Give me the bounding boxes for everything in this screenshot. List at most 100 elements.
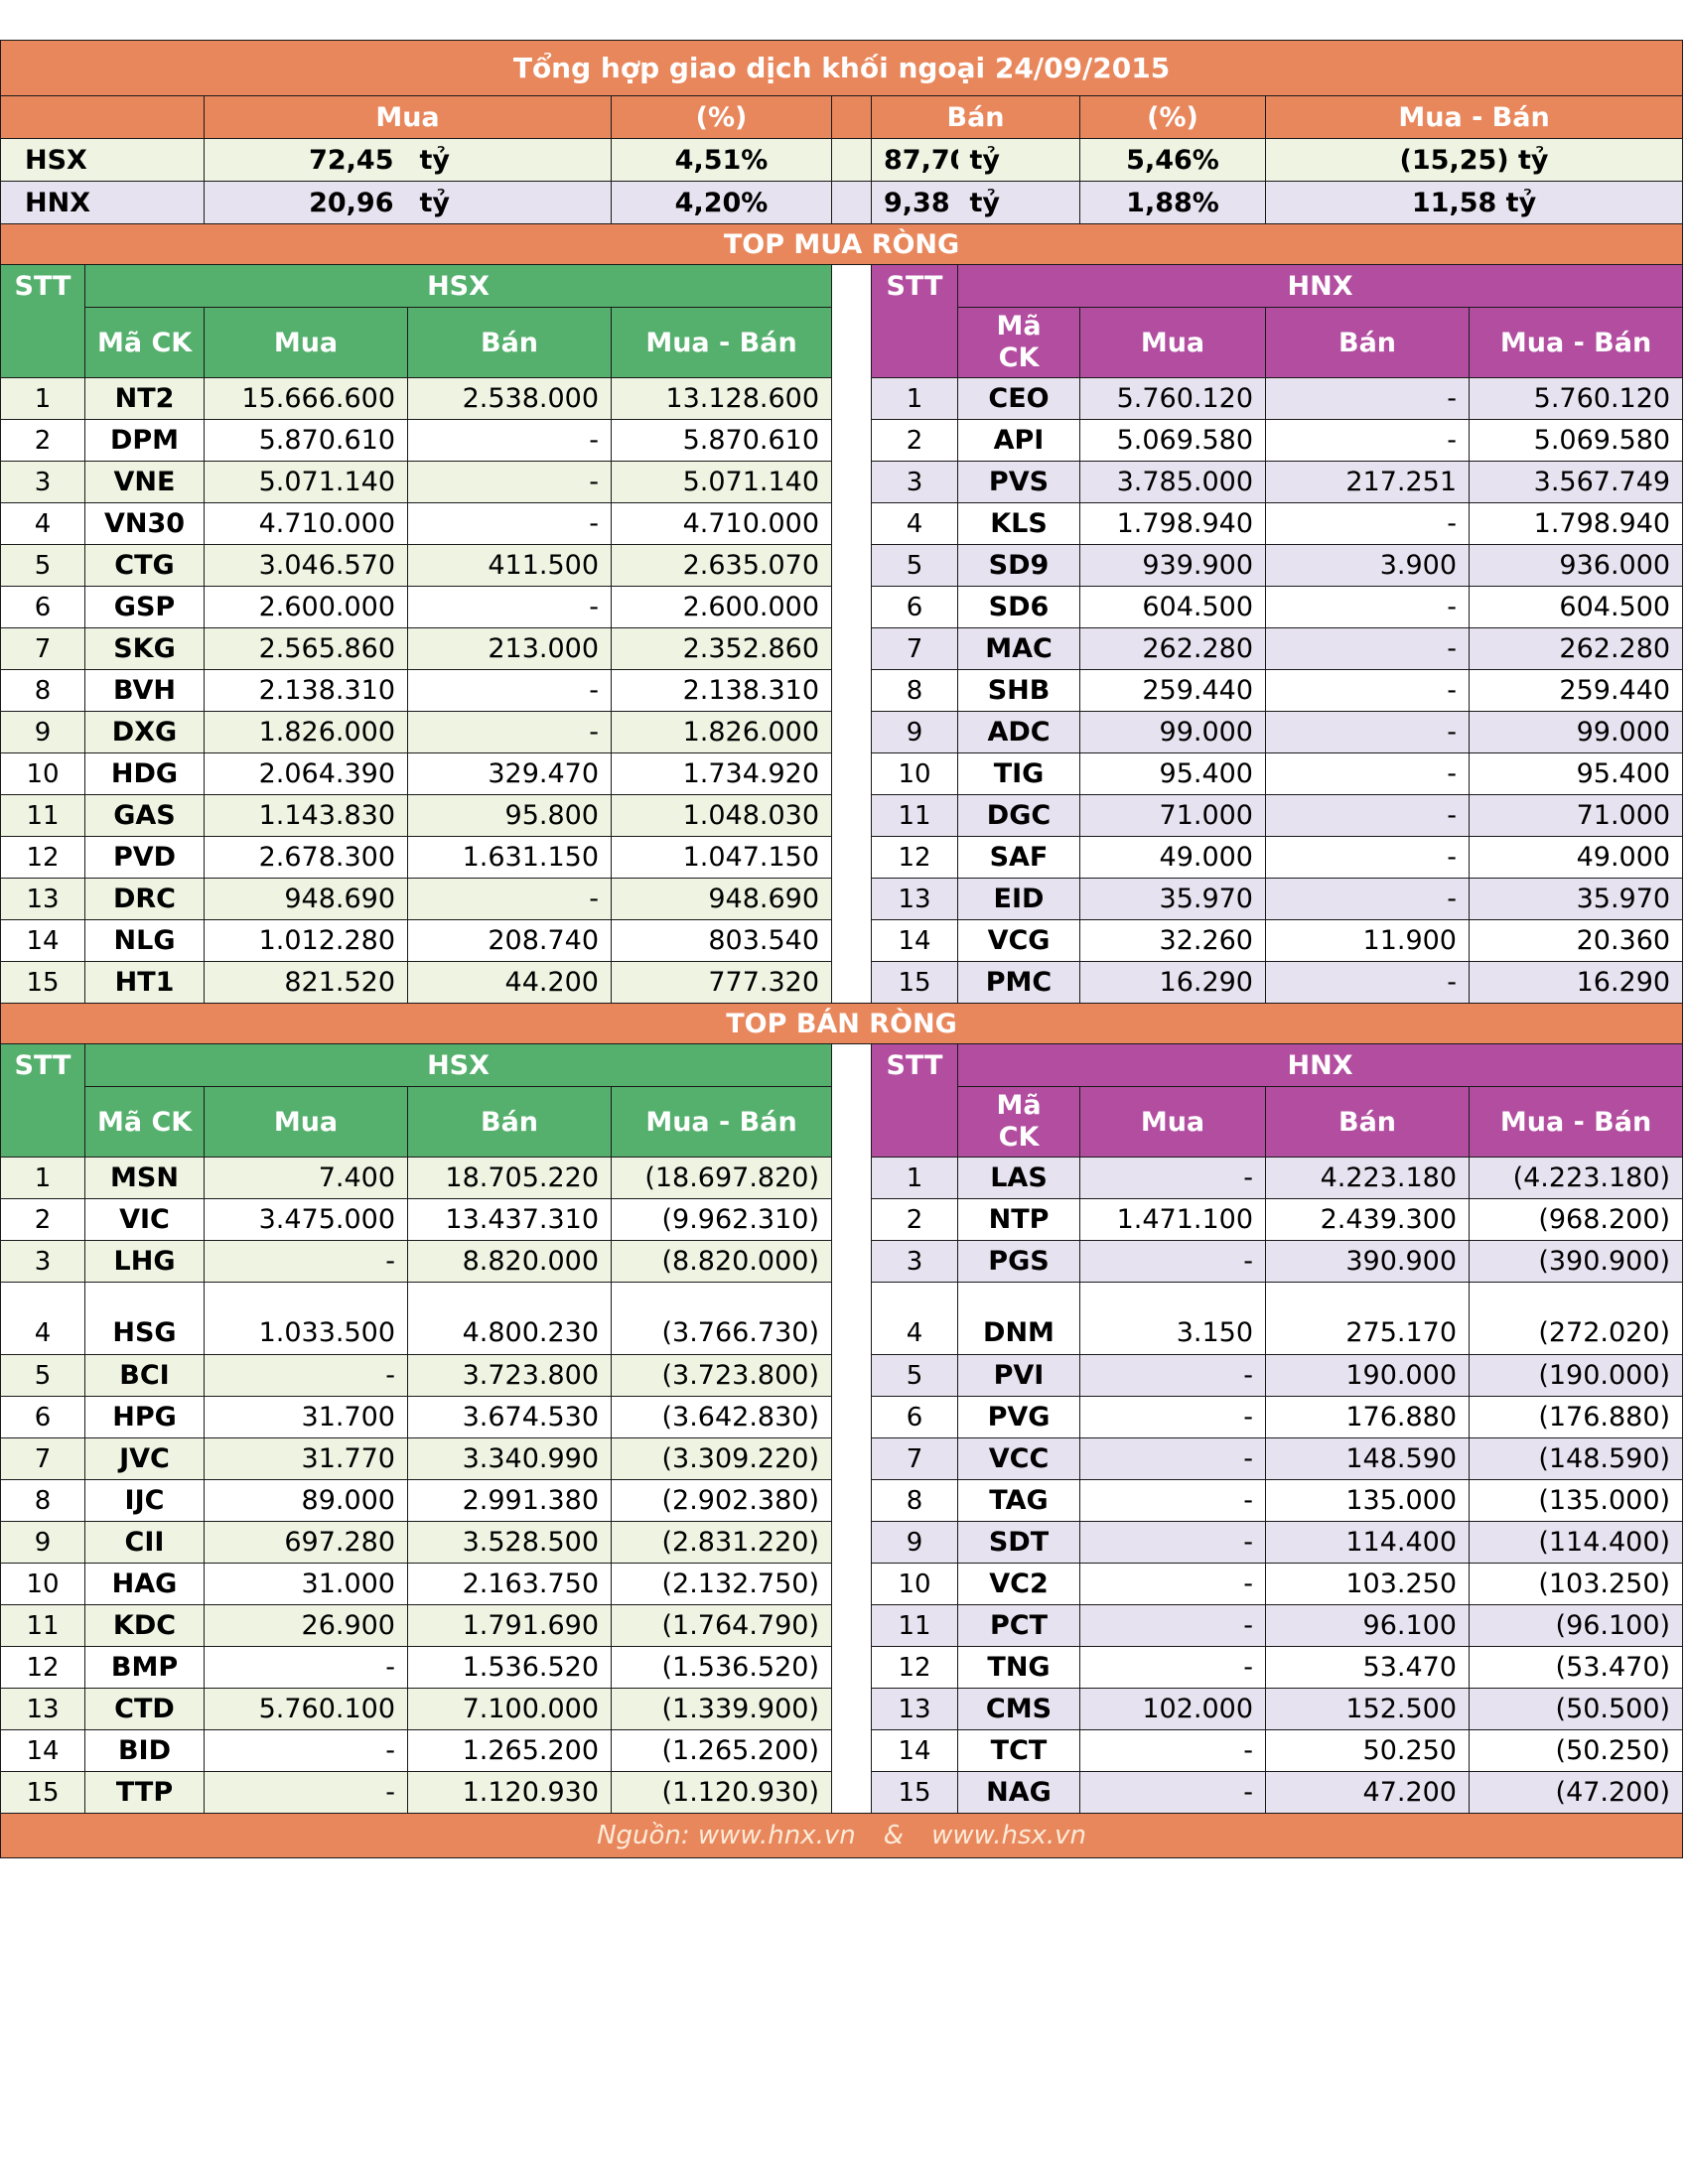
hsx-group-header: HSX <box>84 264 832 308</box>
section-title: TOP BÁN RÒNG <box>0 1003 1684 1044</box>
hsx-stock-code: VNE <box>84 461 205 503</box>
hsx-rank: 10 <box>0 752 85 795</box>
hsx-net-value: 1.047.150 <box>611 836 832 879</box>
column-gap <box>831 461 872 503</box>
hsx-buy-value: 821.520 <box>204 961 408 1004</box>
hnx-buy-value: 939.900 <box>1079 544 1266 587</box>
hnx-sell-value: - <box>1265 502 1470 545</box>
foreign-trading-sheet: Tổng hợp giao dịch khối ngoại 24/09/2015… <box>0 40 1684 1858</box>
hsx-sell-value: 4.800.230 <box>407 1282 612 1355</box>
summary-net: 11,58 tỷ <box>1264 181 1684 224</box>
hnx-buy-value: - <box>1079 1396 1266 1438</box>
hsx-sell-value: 411.500 <box>407 544 612 587</box>
hnx-net-value: (47.200) <box>1468 1771 1684 1814</box>
hnx-sell-value: 11.900 <box>1265 919 1470 962</box>
hsx-net-value: 4.710.000 <box>611 502 832 545</box>
hnx-stock-code: PMC <box>957 961 1080 1004</box>
column-gap <box>831 794 872 837</box>
summary-buy-value: 72,45 <box>204 138 408 182</box>
hnx-stock-code: API <box>957 419 1080 462</box>
hnx-sell-value: - <box>1265 794 1470 837</box>
hsx-stock-code: BVH <box>84 669 205 712</box>
hnx-sell-value: 47.200 <box>1265 1771 1470 1814</box>
hsx-rank: 14 <box>0 919 85 962</box>
hsx-buy-value: - <box>204 1240 408 1283</box>
hsx-stock-code: MSN <box>84 1157 205 1199</box>
hsx-sell-value: 7.100.000 <box>407 1688 612 1730</box>
summary-blank-header <box>0 95 205 139</box>
hsx-buy-value: 2.678.300 <box>204 836 408 879</box>
column-gap <box>831 377 872 420</box>
hnx-buy-value: 604.500 <box>1079 586 1266 628</box>
hnx-buy-value: - <box>1079 1240 1266 1283</box>
hnx-sell-value: 3.900 <box>1265 544 1470 587</box>
hsx-rank: 8 <box>0 1479 85 1522</box>
hsx-rank: 12 <box>0 836 85 879</box>
hsx-net-value: (2.831.220) <box>611 1521 832 1564</box>
summary-row-hnx: HNX 20,96 tỷ 4,20% 9,38 tỷ 1,88% 11,58 t… <box>0 181 1684 224</box>
hnx-sell-value: 135.000 <box>1265 1479 1470 1522</box>
hnx-sell-value: 4.223.180 <box>1265 1157 1470 1199</box>
hsx-buy-value: 3.475.000 <box>204 1198 408 1241</box>
hnx-net-value: 604.500 <box>1468 586 1684 628</box>
hnx-stock-code: PVG <box>957 1396 1080 1438</box>
hnx-stock-code: SD9 <box>957 544 1080 587</box>
hsx-rank: 3 <box>0 461 85 503</box>
table-row: 2 VIC 3.475.000 13.437.310 (9.962.310) 2 NTP 1.… <box>0 1198 1684 1241</box>
table-row: 10 HAG 31.000 2.163.750 (2.132.750) 10 VC2-103… <box>0 1563 1684 1605</box>
summary-sell-pct: 1,88% <box>1079 181 1266 224</box>
table-row: 14 NLG 1.012.280 208.740 803.540 14 VCG 32.260 1… <box>0 919 1684 962</box>
hsx-buy-value: 1.012.280 <box>204 919 408 962</box>
hnx-buy-value: - <box>1079 1563 1266 1605</box>
summary-sell-header: Bán <box>871 95 1080 139</box>
hsx-stock-code: TTP <box>84 1771 205 1814</box>
hnx-sell-value: - <box>1265 961 1470 1004</box>
hsx-rank: 14 <box>0 1729 85 1772</box>
column-gap <box>831 1604 872 1647</box>
hnx-sell-value: 190.000 <box>1265 1354 1470 1397</box>
hsx-code-header: Mã CK <box>84 1086 205 1158</box>
hnx-sell-value: 96.100 <box>1265 1604 1470 1647</box>
source-footer: Nguồn: www.hnx.vn & www.hsx.vn <box>0 1813 1684 1858</box>
hsx-sell-value: 95.800 <box>407 794 612 837</box>
table-row: 6 HPG 31.700 3.674.530 (3.642.830) 6 PVG -176.8… <box>0 1396 1684 1438</box>
hnx-stock-code: SD6 <box>957 586 1080 628</box>
hnx-buy-value: 3.785.000 <box>1079 461 1266 503</box>
table-row: 13 DRC 948.690-948.690 13 EID 35.970-35.970 <box>0 878 1684 920</box>
hnx-buy-value: 95.400 <box>1079 752 1266 795</box>
hsx-stock-code: BCI <box>84 1354 205 1397</box>
hnx-net-value: (272.020) <box>1468 1282 1684 1355</box>
hnx-code-header-line2: CK <box>998 1122 1040 1153</box>
hnx-rank: 7 <box>871 627 958 670</box>
hsx-stock-code: DRC <box>84 878 205 920</box>
hnx-sell-value: 275.170 <box>1265 1282 1470 1355</box>
hnx-net-value: (390.900) <box>1468 1240 1684 1283</box>
summary-sell-unit: tỷ <box>957 138 1080 182</box>
table-row: 6 GSP 2.600.000-2.600.000 6 SD6 604.500-604.5… <box>0 586 1684 628</box>
hnx-rank: 6 <box>871 1396 958 1438</box>
hnx-buy-value: 32.260 <box>1079 919 1266 962</box>
hsx-buy-value: 2.600.000 <box>204 586 408 628</box>
hnx-net-value: 3.567.749 <box>1468 461 1684 503</box>
hnx-sell-value: 103.250 <box>1265 1563 1470 1605</box>
table-row: 9 CII 697.280 3.528.500 (2.831.220) 9 SDT -114.… <box>0 1521 1684 1564</box>
hsx-sell-value: 208.740 <box>407 919 612 962</box>
table-row: 11 KDC 26.900 1.791.690 (1.764.790) 11 PCT -96.… <box>0 1604 1684 1647</box>
hsx-stock-code: KDC <box>84 1604 205 1647</box>
hsx-buy-value: 2.064.390 <box>204 752 408 795</box>
hnx-rank: 13 <box>871 878 958 920</box>
hnx-sell-value: - <box>1265 669 1470 712</box>
hsx-buy-value: 2.138.310 <box>204 669 408 712</box>
hsx-stock-code: BMP <box>84 1646 205 1689</box>
hnx-sell-header: Bán <box>1265 1086 1470 1158</box>
hsx-net-value: 777.320 <box>611 961 832 1004</box>
hsx-rank: 4 <box>0 1282 85 1355</box>
hnx-code-header: Mã CK <box>957 307 1080 378</box>
hnx-net-value: 936.000 <box>1468 544 1684 587</box>
hnx-sell-value: - <box>1265 711 1470 753</box>
hnx-stock-code: MAC <box>957 627 1080 670</box>
column-gap <box>831 1521 872 1564</box>
hnx-net-value: 99.000 <box>1468 711 1684 753</box>
hsx-buy-value: 15.666.600 <box>204 377 408 420</box>
hnx-stock-code: VCG <box>957 919 1080 962</box>
